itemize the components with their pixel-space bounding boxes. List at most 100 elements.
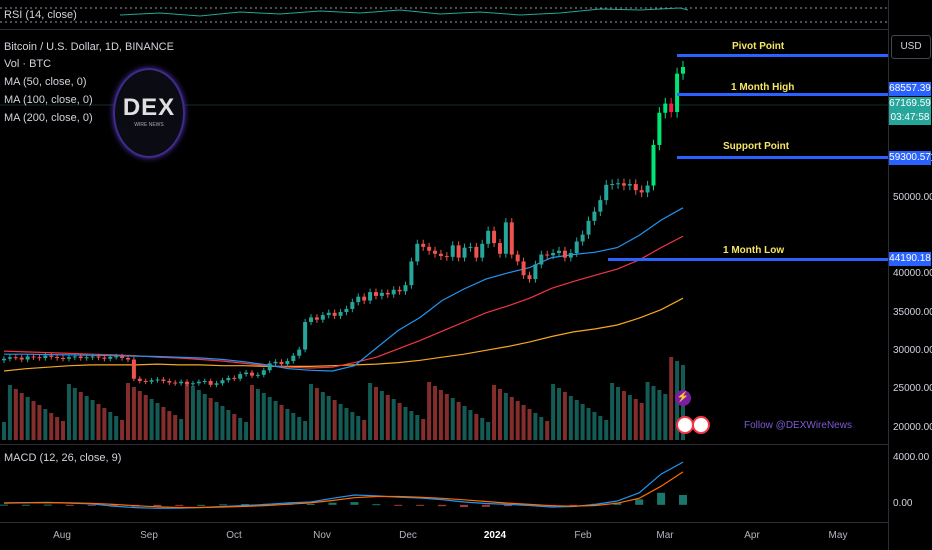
ma200-line [3, 297, 684, 372]
volume-bar [592, 412, 597, 440]
volume-bar [19, 393, 24, 440]
volume-bar [273, 401, 278, 440]
month-low-line[interactable] [608, 258, 888, 261]
candle [19, 357, 24, 360]
volume-bar [368, 383, 373, 440]
volume-bar [72, 388, 77, 440]
candle [179, 381, 184, 384]
pivot-point-line[interactable] [677, 54, 888, 57]
candle [675, 73, 680, 112]
volume-bar [90, 400, 95, 440]
macd-histogram-bar [87, 504, 96, 506]
volume-bar [2, 422, 6, 440]
chart-canvas[interactable] [0, 0, 888, 550]
flash-event-icon[interactable]: ⚡ [675, 390, 691, 406]
candle [7, 357, 12, 359]
macd-histogram-bar [328, 502, 337, 505]
volume-bar [332, 400, 337, 440]
candle [232, 377, 237, 379]
macd-histogram-bar [0, 504, 8, 506]
volume-bar [55, 417, 60, 440]
candle [586, 220, 591, 235]
volume-bar [208, 398, 213, 440]
rsi-separator [0, 29, 888, 30]
volume-bar [214, 402, 219, 440]
volume-bar [120, 420, 125, 440]
candle [497, 243, 502, 254]
candle [521, 261, 526, 276]
candle [31, 356, 36, 358]
dex-logo: DEX WIRE NEWS [113, 68, 185, 158]
month-high-line[interactable] [677, 93, 888, 96]
volume-bar [492, 385, 497, 440]
volume-bar [616, 387, 621, 440]
support-badge: 59300.57 [889, 151, 931, 165]
candle [415, 243, 420, 262]
legend-symbol: Bitcoin / U.S. Dollar, 1D, BINANCE [4, 41, 174, 53]
volume-bar [309, 384, 314, 440]
support-point-line[interactable] [677, 156, 888, 159]
volume-bar [149, 399, 154, 440]
dex-logo-text: DEX [122, 94, 176, 121]
candle [320, 315, 325, 320]
volume-bar [84, 396, 89, 440]
candle [580, 234, 585, 242]
candle [55, 356, 60, 358]
volume-bar [137, 391, 142, 440]
volume-bar [185, 382, 190, 440]
volume-bar [433, 386, 438, 440]
candle [155, 379, 160, 381]
macd-histogram-bar [197, 504, 206, 506]
candle [78, 356, 83, 358]
main-plot [2, 60, 685, 440]
candle [350, 302, 355, 309]
macd-histogram-bar [635, 499, 644, 505]
volume-bar [202, 394, 207, 440]
candle [663, 103, 668, 113]
us-flag-icon[interactable] [692, 416, 710, 434]
volume-bar [114, 416, 119, 440]
volume-bar [586, 408, 591, 440]
volume-bar [61, 421, 66, 440]
volume-bar [350, 412, 355, 440]
volume-bar [167, 411, 172, 440]
volume-bar [551, 384, 556, 440]
volume-bar [7, 385, 12, 440]
macd-histogram-bar [219, 504, 228, 506]
candle [403, 285, 408, 292]
volume-bar [261, 393, 266, 440]
currency-button[interactable]: USD [891, 35, 931, 59]
dex-logo-sub: WIRE NEWS [134, 122, 164, 128]
legend-ma100: MA (100, close, 0) [4, 94, 93, 106]
candle [196, 381, 201, 384]
candle [285, 361, 290, 365]
candle [568, 253, 573, 258]
volume-bar [226, 410, 231, 440]
legend-ma50: MA (50, close, 0) [4, 76, 87, 88]
candle [202, 380, 207, 382]
volume-bar [539, 417, 544, 440]
candle [539, 254, 544, 265]
time-tick: Sep [140, 530, 158, 541]
volume-bar [562, 392, 567, 440]
candle [108, 356, 113, 359]
macd-histogram-bar [459, 504, 468, 508]
candle [149, 380, 154, 382]
volume-bar [450, 398, 455, 440]
candle [72, 356, 77, 358]
volume-bar [598, 416, 603, 440]
candle [610, 184, 615, 186]
ma50-line [4, 207, 684, 372]
volume-bar [480, 418, 485, 440]
volume-bar [232, 414, 237, 440]
macd-line [3, 461, 684, 509]
candle [385, 292, 390, 295]
candle [433, 250, 438, 254]
candle [562, 250, 567, 258]
price-tick: 50000.00 [893, 191, 932, 203]
candle [639, 190, 644, 193]
candle [474, 246, 479, 258]
candle [480, 243, 485, 258]
candle [551, 253, 556, 256]
legend-ma200: MA (200, close, 0) [4, 112, 93, 124]
